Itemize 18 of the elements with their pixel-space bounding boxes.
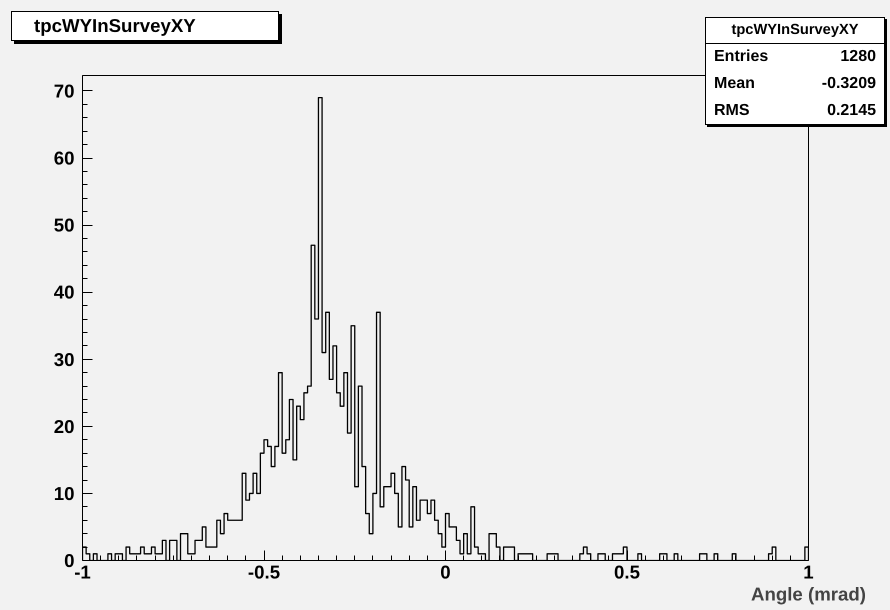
chart-title: tpcWYInSurveyXY [34, 15, 196, 36]
x-axis-title: Angle (mrad) [750, 584, 866, 604]
x-tick-label: 1 [803, 562, 814, 582]
x-tick-label: 0.5 [614, 562, 640, 582]
y-tick-label: 50 [54, 214, 75, 236]
x-tick-label: -1 [74, 562, 91, 582]
y-tick-label: 10 [54, 482, 75, 504]
y-tick-label: 20 [54, 416, 75, 437]
x-tick-label: 0 [440, 562, 451, 582]
chart-title: tpcWYInSurveyXY [706, 18, 884, 44]
text: RMS 0.2145 [714, 102, 876, 119]
text: Mean -0.3209 [714, 74, 876, 92]
x-tick-label: -0.5 [248, 562, 280, 582]
text: Entries 1280 [714, 48, 876, 65]
y-tick-label: 30 [54, 348, 75, 370]
y-tick-label: 40 [54, 282, 75, 303]
y-tick-label: 60 [54, 148, 75, 169]
y-tick-label: 70 [54, 80, 75, 102]
